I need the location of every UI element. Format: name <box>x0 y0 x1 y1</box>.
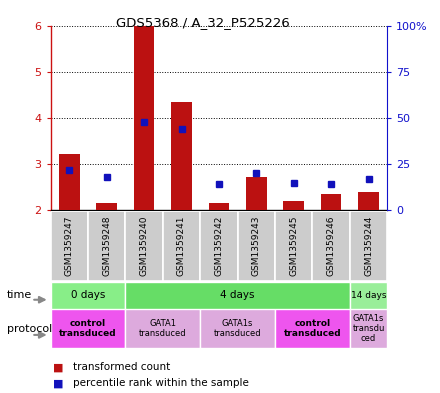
Bar <box>125 309 200 348</box>
Bar <box>200 211 238 281</box>
Bar <box>134 26 154 210</box>
Bar <box>275 309 350 348</box>
Text: GSM1359245: GSM1359245 <box>289 216 298 276</box>
Bar <box>209 203 229 210</box>
Text: GATA1s
transduced: GATA1s transduced <box>214 319 261 338</box>
Text: ■: ■ <box>53 378 63 388</box>
Bar <box>283 201 304 210</box>
Bar <box>51 282 125 309</box>
Text: ■: ■ <box>53 362 63 373</box>
Bar <box>88 211 125 281</box>
Text: GSM1359246: GSM1359246 <box>326 216 336 276</box>
Text: GDS5368 / A_32_P525226: GDS5368 / A_32_P525226 <box>116 16 289 29</box>
Text: time: time <box>7 290 32 300</box>
Text: control
transduced: control transduced <box>59 319 117 338</box>
Text: 0 days: 0 days <box>71 290 105 300</box>
Bar <box>125 282 350 309</box>
Bar <box>350 282 387 309</box>
Bar <box>358 192 379 210</box>
Bar <box>51 309 125 348</box>
Text: control
transduced: control transduced <box>284 319 341 338</box>
Bar <box>350 309 387 348</box>
Bar <box>321 194 341 210</box>
Text: GSM1359243: GSM1359243 <box>252 216 261 276</box>
Text: 4 days: 4 days <box>220 290 255 300</box>
Bar <box>51 211 88 281</box>
Text: protocol: protocol <box>7 323 52 334</box>
Bar <box>96 203 117 210</box>
Bar <box>59 154 80 210</box>
Bar <box>171 102 192 210</box>
Bar <box>275 211 312 281</box>
Bar <box>246 177 267 210</box>
Bar <box>350 211 387 281</box>
Text: percentile rank within the sample: percentile rank within the sample <box>73 378 249 388</box>
Text: GSM1359247: GSM1359247 <box>65 216 74 276</box>
Text: 14 days: 14 days <box>351 291 386 299</box>
Text: GSM1359242: GSM1359242 <box>214 216 224 276</box>
Text: GATA1
transduced: GATA1 transduced <box>139 319 187 338</box>
Text: transformed count: transformed count <box>73 362 170 373</box>
Text: GSM1359248: GSM1359248 <box>102 216 111 276</box>
Bar <box>125 211 163 281</box>
Text: GSM1359241: GSM1359241 <box>177 216 186 276</box>
Text: GSM1359240: GSM1359240 <box>139 216 149 276</box>
Bar <box>238 211 275 281</box>
Text: GATA1s
transdu
ced: GATA1s transdu ced <box>352 314 385 343</box>
Bar <box>200 309 275 348</box>
Bar <box>312 211 350 281</box>
Text: GSM1359244: GSM1359244 <box>364 216 373 276</box>
Bar <box>163 211 200 281</box>
